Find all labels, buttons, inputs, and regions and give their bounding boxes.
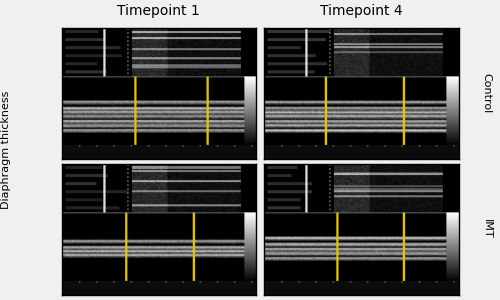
Text: IMT: IMT (482, 219, 492, 239)
Text: Timepoint 4: Timepoint 4 (320, 4, 402, 19)
Text: Control: Control (482, 73, 492, 113)
Text: Diaphragm thickness: Diaphragm thickness (2, 91, 12, 209)
Text: Timepoint 1: Timepoint 1 (118, 4, 200, 19)
